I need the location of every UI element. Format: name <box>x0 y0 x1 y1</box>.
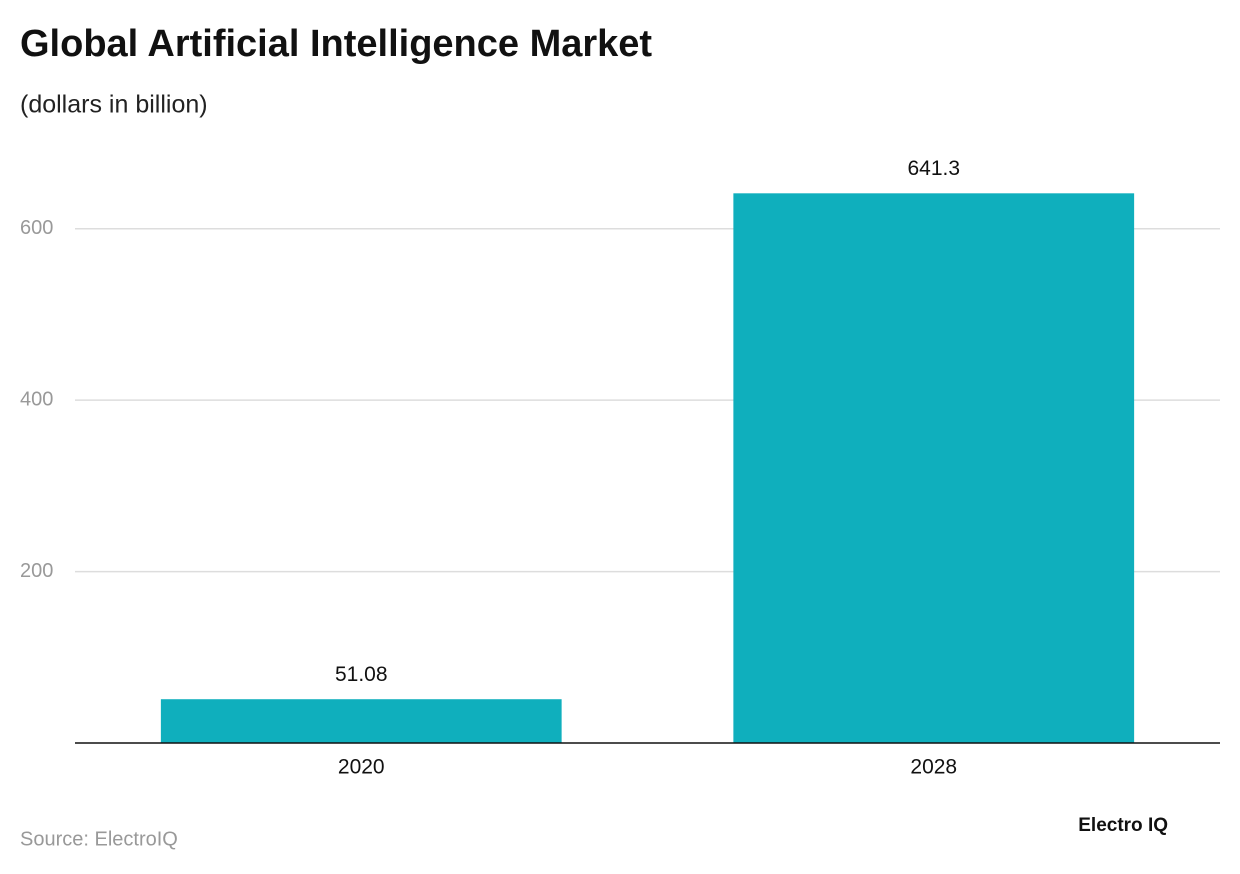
bar <box>733 193 1135 744</box>
bar <box>160 699 562 743</box>
y-tick-label: 400 <box>20 388 53 410</box>
chart-title: Global Artificial Intelligence Market <box>20 23 652 65</box>
source: Source: ElectroIQ <box>20 828 178 850</box>
y-tick-label: 200 <box>20 560 53 582</box>
value-label: 51.08 <box>335 663 388 686</box>
value-label: 641.3 <box>907 157 960 180</box>
y-tick-label: 600 <box>20 217 53 239</box>
x-tick-label: 2028 <box>910 756 957 779</box>
chart-subtitle: (dollars in billion) <box>20 91 208 119</box>
x-tick-label: 2020 <box>338 756 385 779</box>
logo: Electro IQ <box>1078 815 1168 836</box>
